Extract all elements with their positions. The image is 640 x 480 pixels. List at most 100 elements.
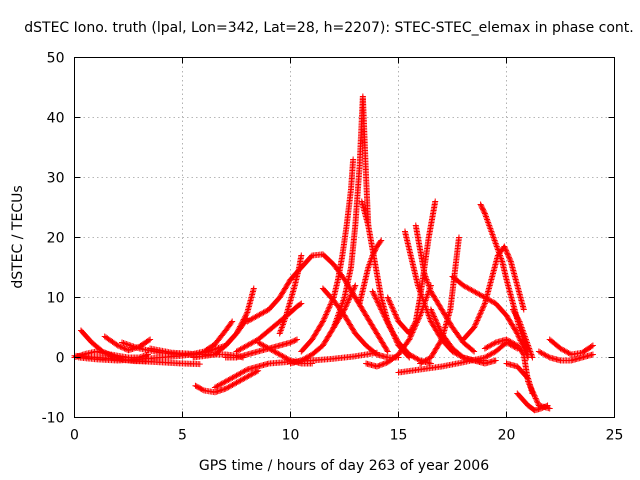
data-point [386, 323, 393, 330]
data-point [455, 234, 462, 241]
y-tick-label: 50 [47, 51, 65, 67]
data-point [99, 348, 106, 355]
data-point [385, 297, 392, 304]
data-point [506, 255, 513, 262]
data-point [351, 285, 358, 292]
data-point [321, 314, 328, 321]
data-point [122, 346, 129, 353]
data-point [543, 403, 550, 410]
data-point [375, 362, 382, 369]
data-point [287, 339, 294, 346]
data-point [506, 254, 513, 261]
data-point [540, 404, 547, 411]
data-point [588, 343, 595, 350]
y-tick-label: -10 [42, 411, 65, 427]
data-point [471, 323, 478, 330]
data-point [309, 360, 316, 367]
data-point [511, 309, 518, 316]
data-point [541, 403, 548, 410]
y-tick-label: 20 [47, 231, 65, 247]
data-point [589, 342, 596, 349]
data-point [372, 246, 379, 253]
data-point [350, 156, 357, 163]
data-point [147, 336, 154, 343]
x-axis-ticks: 0 5 10 15 20 25 [70, 57, 624, 444]
y-axis-label: dSTEC / TECUs [10, 185, 26, 288]
data-point [407, 333, 414, 340]
data-point [411, 321, 418, 328]
data-point [372, 294, 379, 301]
data-point [377, 238, 384, 245]
chart-title: dSTEC Iono. truth (lpal, Lon=342, Lat=28… [24, 20, 633, 36]
data-point [117, 343, 124, 350]
data-point [384, 320, 391, 327]
data-point [376, 302, 383, 309]
data-point [378, 307, 385, 314]
data-point [288, 338, 295, 345]
data-point [228, 319, 235, 326]
data-point [196, 361, 203, 368]
data-point [385, 295, 392, 302]
data-point [476, 311, 483, 318]
data-point [515, 315, 522, 322]
data-point [409, 325, 416, 332]
x-tick-label: 15 [390, 428, 408, 444]
data-point [532, 394, 539, 401]
data-point [286, 356, 293, 363]
data-point [370, 291, 377, 298]
data-point [320, 317, 327, 324]
data-point [323, 311, 330, 318]
x-tick-label: 25 [606, 428, 624, 444]
data-point [350, 286, 357, 293]
data-point [533, 398, 540, 405]
data-point [374, 298, 381, 305]
data-point [514, 314, 521, 321]
data-point [389, 305, 396, 312]
data-point [406, 336, 413, 343]
data-point [347, 293, 354, 300]
data-point [324, 308, 331, 315]
data-point [380, 310, 387, 317]
data-point [392, 311, 399, 318]
data-point [370, 289, 377, 296]
data-point [471, 324, 478, 331]
data-point [372, 247, 379, 254]
data-point [534, 399, 541, 406]
data-point [473, 320, 480, 327]
x-tick-label: 0 [70, 428, 79, 444]
data-point [383, 317, 390, 324]
data-point [504, 251, 511, 258]
data-point [292, 337, 299, 344]
data-point [431, 314, 438, 321]
data-point [431, 313, 438, 320]
data-point [103, 350, 110, 357]
data-point [533, 396, 540, 403]
data-point [308, 253, 315, 260]
data-point [433, 319, 440, 326]
data-point [388, 302, 395, 309]
data-point [478, 307, 485, 314]
data-point [293, 336, 300, 343]
data-point [144, 351, 151, 358]
data-point [347, 292, 354, 299]
data-point [432, 317, 439, 324]
data-point [349, 288, 356, 295]
data-point [504, 250, 511, 257]
data-point [324, 307, 331, 314]
data-point [242, 367, 249, 374]
data-point [480, 206, 487, 213]
data-point [387, 300, 394, 307]
data-point [386, 298, 393, 305]
data-point [436, 326, 443, 333]
data-point [478, 202, 485, 209]
y-axis-ticks: -10 0 10 20 30 40 50 [42, 51, 615, 427]
data-point [412, 319, 419, 326]
data-point [298, 300, 305, 307]
x-tick-label: 5 [178, 428, 187, 444]
data-point [410, 322, 417, 329]
data-point [319, 319, 326, 326]
data-point [512, 310, 519, 317]
data-point [382, 316, 389, 323]
data-point [102, 349, 109, 356]
